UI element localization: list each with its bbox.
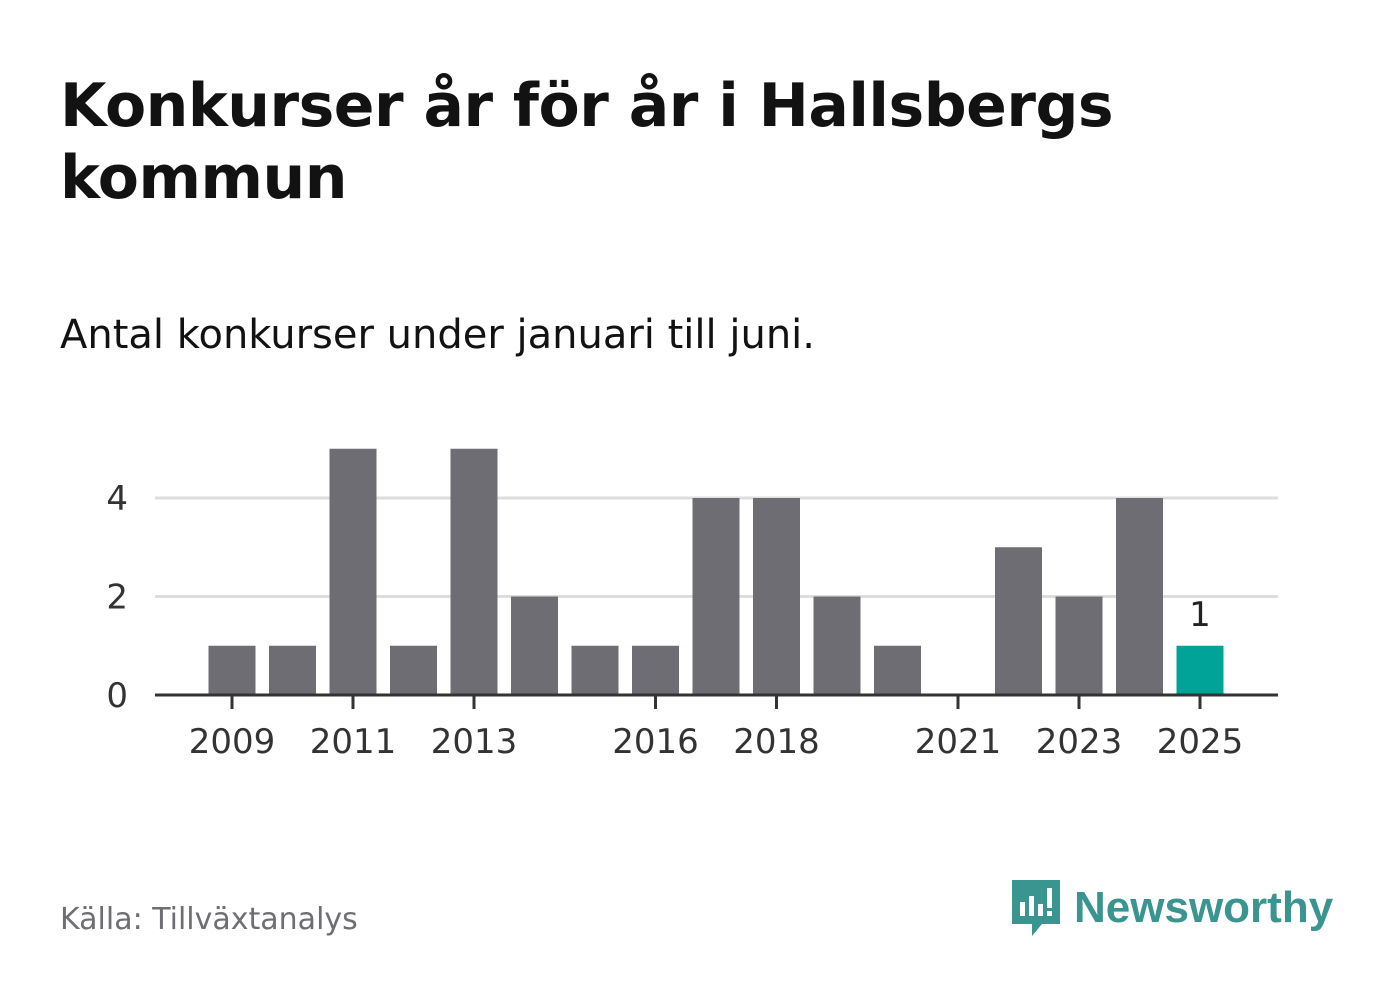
x-tick-label-2013: 2013 bbox=[431, 722, 518, 762]
bar-2011 bbox=[329, 448, 377, 695]
bar-2009 bbox=[208, 645, 256, 695]
data-labels: 1 bbox=[1189, 595, 1211, 635]
bar-2025 bbox=[1176, 645, 1224, 695]
bars bbox=[208, 448, 1224, 695]
x-tick-label-2011: 2011 bbox=[310, 722, 397, 762]
x-axis-ticks: 2009 2011 2013 2016 2018 2021 2023 2025 bbox=[155, 693, 1278, 762]
y-axis-ticks: 0 2 4 bbox=[106, 479, 128, 716]
bar-chart: 0 2 4 2009 2011 2013 2016 2018 2021 2023 2025 1 bbox=[106, 448, 1278, 762]
bar-2014 bbox=[511, 596, 558, 695]
y-tick-label-4: 4 bbox=[106, 479, 128, 519]
bar-2018 bbox=[753, 498, 800, 695]
x-tick-label-2018: 2018 bbox=[733, 722, 820, 762]
x-tick-label-2021: 2021 bbox=[915, 722, 1002, 762]
bar-2019 bbox=[813, 596, 861, 695]
bar-2012 bbox=[390, 645, 437, 695]
source-note: Källa: Tillväxtanalys bbox=[60, 902, 358, 937]
bar-2013 bbox=[450, 448, 498, 695]
bar-2020 bbox=[874, 645, 921, 695]
y-tick-label-2: 2 bbox=[106, 578, 128, 618]
bar-2024 bbox=[1116, 498, 1163, 695]
bar-2022 bbox=[995, 547, 1042, 695]
x-tick-label-2016: 2016 bbox=[612, 722, 699, 762]
bar-2016 bbox=[632, 645, 679, 695]
bar-2023 bbox=[1055, 596, 1103, 695]
x-tick-label-2025: 2025 bbox=[1157, 722, 1244, 762]
data-label-2025: 1 bbox=[1189, 595, 1211, 635]
bar-2017 bbox=[692, 498, 740, 695]
x-tick-label-2009: 2009 bbox=[189, 722, 276, 762]
chart-title: Konkurser år för år i Hallsbergs kommun bbox=[60, 71, 1114, 213]
chart-subtitle: Antal konkurser under januari till juni. bbox=[60, 312, 815, 358]
x-tick-label-2023: 2023 bbox=[1036, 722, 1123, 762]
newsworthy-logo-icon bbox=[1012, 880, 1060, 936]
bar-2010 bbox=[269, 645, 316, 695]
brand-logo: Newsworthy bbox=[1010, 878, 1333, 938]
brand-name: Newsworthy bbox=[1074, 883, 1334, 932]
bar-2015 bbox=[571, 645, 619, 695]
y-tick-label-0: 0 bbox=[106, 676, 128, 716]
